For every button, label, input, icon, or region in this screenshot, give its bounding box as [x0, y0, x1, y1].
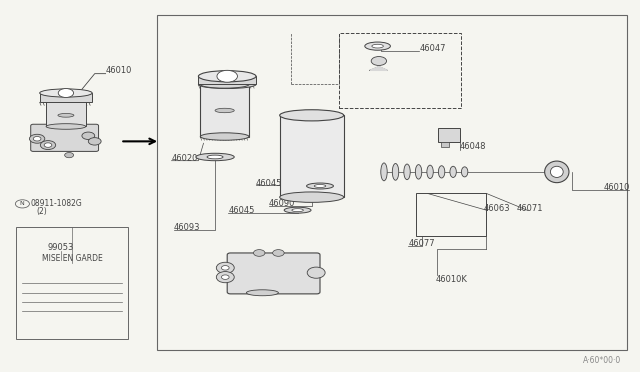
Ellipse shape	[365, 42, 390, 50]
Text: 46010K: 46010K	[435, 275, 467, 283]
Ellipse shape	[307, 267, 325, 278]
Ellipse shape	[284, 207, 311, 213]
FancyBboxPatch shape	[227, 253, 320, 294]
Text: 46093: 46093	[174, 223, 200, 232]
Ellipse shape	[280, 192, 344, 202]
Ellipse shape	[215, 108, 234, 113]
Text: 46090: 46090	[269, 199, 295, 208]
Ellipse shape	[221, 266, 229, 270]
Bar	[416, 193, 486, 236]
Ellipse shape	[314, 185, 326, 187]
Ellipse shape	[438, 166, 445, 178]
Ellipse shape	[216, 262, 234, 273]
Ellipse shape	[46, 124, 86, 129]
Ellipse shape	[372, 44, 383, 48]
Polygon shape	[370, 67, 387, 70]
Text: MISE EN GARDE: MISE EN GARDE	[42, 254, 102, 263]
Circle shape	[217, 70, 237, 82]
Bar	[198, 76, 256, 84]
Ellipse shape	[292, 209, 303, 212]
Ellipse shape	[200, 81, 249, 88]
Text: 46045: 46045	[256, 179, 282, 187]
Bar	[40, 93, 92, 102]
Text: 46048: 46048	[460, 142, 486, 151]
Ellipse shape	[381, 163, 387, 181]
Ellipse shape	[198, 71, 256, 82]
Ellipse shape	[40, 89, 92, 97]
Text: 46020: 46020	[172, 154, 198, 163]
Text: 46010: 46010	[106, 66, 132, 75]
Circle shape	[88, 138, 101, 145]
Circle shape	[273, 250, 284, 256]
Circle shape	[371, 57, 387, 65]
Bar	[280, 115, 344, 197]
Ellipse shape	[545, 161, 569, 183]
Text: 46047: 46047	[419, 44, 445, 53]
Ellipse shape	[280, 110, 344, 121]
Ellipse shape	[404, 164, 410, 180]
Circle shape	[44, 143, 52, 147]
Ellipse shape	[207, 155, 223, 159]
Text: 08911-1082G: 08911-1082G	[30, 199, 82, 208]
Bar	[46, 101, 86, 126]
Bar	[438, 128, 460, 142]
Text: 46010: 46010	[604, 183, 630, 192]
Circle shape	[33, 137, 41, 141]
Text: (2): (2)	[36, 207, 47, 216]
Text: A·60*00·0: A·60*00·0	[582, 356, 621, 365]
Text: 46077: 46077	[408, 239, 435, 248]
Circle shape	[253, 250, 265, 256]
Ellipse shape	[415, 164, 422, 179]
Bar	[200, 84, 249, 137]
Ellipse shape	[450, 166, 456, 177]
Ellipse shape	[221, 275, 229, 279]
Circle shape	[29, 134, 45, 143]
Ellipse shape	[216, 272, 234, 283]
Bar	[441, 142, 449, 147]
Bar	[16, 227, 128, 339]
Ellipse shape	[246, 290, 278, 296]
Circle shape	[82, 132, 95, 140]
Circle shape	[65, 153, 74, 158]
Text: N: N	[19, 201, 24, 206]
Bar	[157, 15, 627, 350]
Ellipse shape	[196, 153, 234, 161]
Circle shape	[58, 89, 74, 97]
Ellipse shape	[427, 165, 433, 179]
Text: 46063: 46063	[483, 204, 510, 213]
Ellipse shape	[461, 167, 468, 177]
Ellipse shape	[58, 113, 74, 117]
Ellipse shape	[392, 164, 399, 180]
Circle shape	[40, 141, 56, 150]
FancyBboxPatch shape	[31, 124, 99, 151]
Ellipse shape	[550, 166, 563, 177]
Text: 46071: 46071	[517, 204, 543, 213]
Ellipse shape	[307, 183, 333, 189]
Bar	[339, 33, 461, 108]
Ellipse shape	[200, 133, 249, 140]
Text: 46045: 46045	[228, 206, 255, 215]
Ellipse shape	[198, 80, 256, 89]
Text: 99053: 99053	[47, 243, 74, 252]
